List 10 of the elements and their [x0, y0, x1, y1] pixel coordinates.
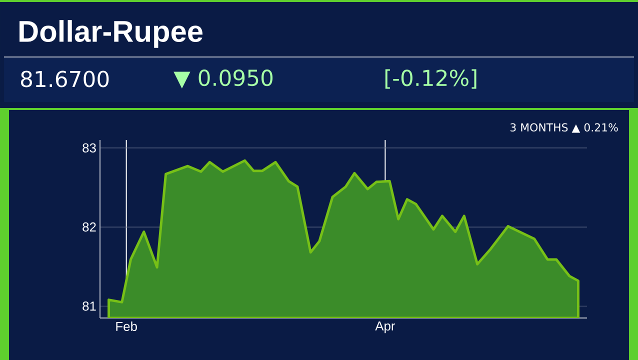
text: 3 MONTHS ▲ 0.21% — [510, 123, 618, 133]
y-tick-label: 83 — [82, 143, 96, 152]
text: ▼ 0.0950 — [174, 70, 273, 88]
chart-title: Dollar-Rupee — [20, 20, 203, 48]
y-tick-label: 82 — [82, 222, 96, 232]
x-tick-label: Apr — [375, 322, 396, 334]
y-tick-label: 81 — [82, 302, 96, 311]
x-tick-label: Feb — [116, 322, 137, 332]
text: 81.6700 — [21, 70, 109, 88]
text: [-0.12%] — [385, 69, 476, 89]
